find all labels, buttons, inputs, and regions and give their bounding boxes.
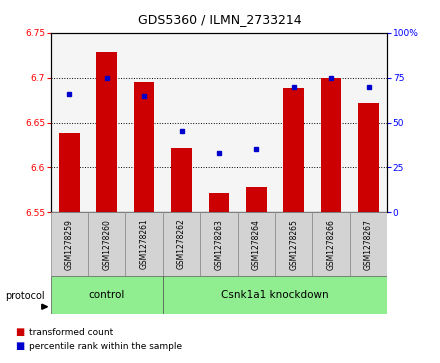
Text: GSM1278265: GSM1278265 — [289, 219, 298, 270]
Bar — [51, 212, 88, 276]
Bar — [321, 78, 341, 212]
Bar — [312, 212, 350, 276]
Text: GSM1278261: GSM1278261 — [139, 219, 149, 269]
Text: GSM1278260: GSM1278260 — [102, 219, 111, 270]
Bar — [350, 212, 387, 276]
Bar — [88, 212, 125, 276]
Text: GDS5360 / ILMN_2733214: GDS5360 / ILMN_2733214 — [138, 13, 302, 26]
Text: GSM1278264: GSM1278264 — [252, 219, 261, 270]
Text: GSM1278267: GSM1278267 — [364, 219, 373, 270]
Bar — [246, 187, 267, 212]
Bar — [96, 52, 117, 212]
Text: ■: ■ — [15, 327, 25, 337]
Bar — [163, 276, 387, 314]
Bar — [200, 212, 238, 276]
Text: protocol: protocol — [5, 291, 45, 301]
Bar — [238, 212, 275, 276]
Text: GSM1278263: GSM1278263 — [214, 219, 224, 270]
Bar — [358, 103, 379, 212]
Bar — [163, 212, 200, 276]
Bar — [275, 212, 312, 276]
Text: GSM1278262: GSM1278262 — [177, 219, 186, 269]
Text: GSM1278259: GSM1278259 — [65, 219, 74, 270]
Text: control: control — [88, 290, 125, 300]
Bar — [59, 133, 80, 212]
Bar — [283, 88, 304, 212]
Bar — [125, 212, 163, 276]
Bar — [51, 276, 163, 314]
Text: percentile rank within the sample: percentile rank within the sample — [29, 342, 182, 351]
Bar — [171, 148, 192, 212]
Polygon shape — [42, 304, 48, 309]
Text: Csnk1a1 knockdown: Csnk1a1 knockdown — [221, 290, 329, 300]
Text: ■: ■ — [15, 340, 25, 351]
Bar — [134, 82, 154, 212]
Text: transformed count: transformed count — [29, 329, 113, 337]
Text: GSM1278266: GSM1278266 — [326, 219, 336, 270]
Bar — [209, 193, 229, 212]
